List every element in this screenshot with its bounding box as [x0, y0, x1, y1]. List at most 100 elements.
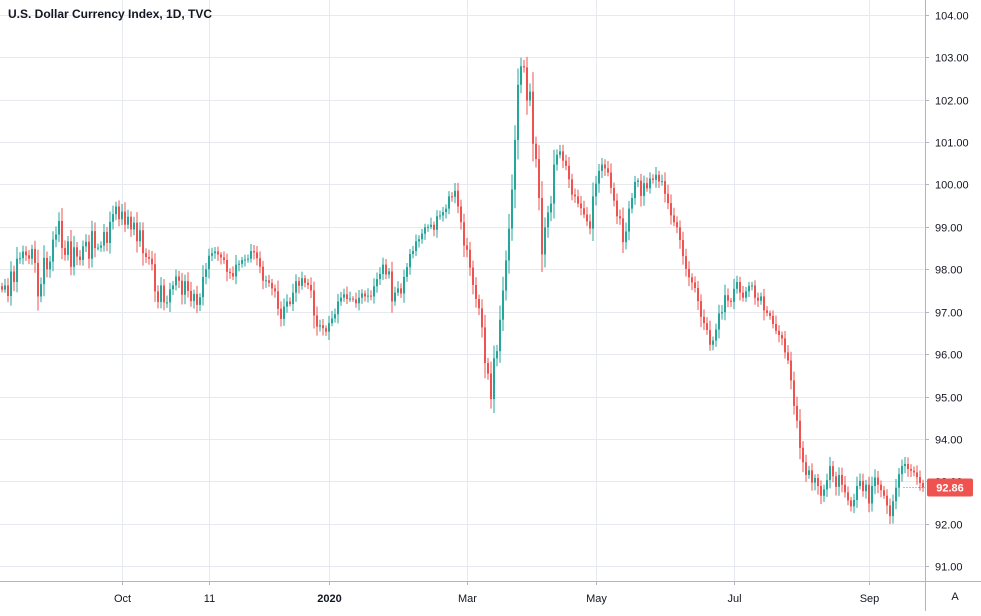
candle: [55, 226, 57, 248]
candle: [10, 261, 12, 306]
candle: [1, 282, 3, 293]
candle: [379, 267, 381, 285]
candle-body: [202, 276, 204, 298]
candle: [400, 283, 402, 298]
candle: [121, 204, 123, 226]
candle: [505, 250, 507, 301]
candle-body: [172, 285, 174, 290]
candle-body: [328, 323, 330, 332]
candle: [28, 250, 30, 265]
candle-body: [457, 190, 459, 207]
time-tick-label: 2020: [317, 593, 341, 605]
candle: [451, 192, 453, 202]
candle-body: [898, 474, 900, 488]
candle: [169, 282, 171, 312]
candle: [133, 216, 135, 236]
candle: [649, 172, 651, 194]
candle-body: [778, 330, 780, 336]
candle: [832, 460, 834, 483]
candle-body: [628, 208, 630, 232]
candle-body: [400, 288, 402, 294]
candle-body: [325, 328, 327, 332]
candle: [325, 325, 327, 336]
candle: [88, 234, 90, 269]
candle-body: [58, 220, 60, 235]
candle: [655, 166, 657, 188]
candle-body: [775, 324, 777, 331]
candle-body: [73, 247, 75, 267]
candle-body: [679, 227, 681, 241]
auto-scale-button-bg[interactable]: [944, 586, 966, 606]
candle-body: [667, 193, 669, 204]
candle: [856, 476, 858, 508]
candle-body: [751, 285, 753, 287]
candle: [100, 241, 102, 252]
candle: [52, 231, 54, 272]
candle-body: [691, 277, 693, 283]
candle: [250, 243, 252, 263]
candle: [124, 202, 126, 232]
time-axis[interactable]: Oct 11 2020 Mar May Jul Sep: [114, 581, 879, 605]
candle: [430, 217, 432, 230]
candle: [904, 456, 906, 474]
candle: [775, 315, 777, 335]
candle-body: [97, 247, 99, 249]
candle-body: [847, 492, 849, 501]
candle-body: [571, 179, 573, 195]
candle: [481, 299, 483, 338]
candle-body: [706, 323, 708, 330]
candle: [706, 317, 708, 335]
candle: [184, 274, 186, 305]
candle-body: [598, 170, 600, 184]
candle-body: [304, 278, 306, 283]
candle: [337, 293, 339, 324]
candle-body: [337, 301, 339, 315]
candle-body: [709, 329, 711, 345]
candle-body: [514, 139, 516, 190]
candle: [232, 266, 234, 280]
auto-scale-button[interactable]: A: [944, 586, 966, 606]
price-tick-label: 103.00: [935, 53, 969, 65]
candle-body: [649, 178, 651, 189]
candle-body: [217, 251, 219, 255]
candle-body: [790, 360, 792, 381]
candle: [241, 256, 243, 268]
candle-body: [247, 258, 249, 260]
candle: [463, 213, 465, 257]
candle-body: [421, 233, 423, 240]
candle-body: [313, 290, 315, 316]
candle: [589, 214, 591, 235]
candle-body: [841, 474, 843, 485]
candle-body: [415, 241, 417, 252]
candle-body: [589, 221, 591, 229]
price-axis[interactable]: 91.0092.0093.0094.0095.0096.0097.0098.00…: [925, 11, 969, 574]
candle-body: [295, 281, 297, 293]
candle: [349, 291, 351, 302]
candle-body: [382, 264, 384, 274]
candle-body: [13, 271, 15, 283]
candle-body: [622, 218, 624, 243]
candle: [508, 214, 510, 274]
candle-body: [883, 490, 885, 496]
candle: [310, 277, 312, 299]
candle: [295, 274, 297, 302]
candle-body: [4, 285, 6, 290]
candle: [556, 149, 558, 171]
candle-body: [832, 466, 834, 477]
candle-body: [112, 214, 114, 222]
candle: [841, 467, 843, 493]
candle-body: [694, 282, 696, 288]
candle: [331, 310, 333, 327]
candle-body: [907, 463, 909, 470]
auto-scale-button-label[interactable]: A: [951, 591, 959, 603]
candle-body: [583, 208, 585, 215]
candle-body: [34, 248, 36, 263]
candle-body: [292, 292, 294, 305]
candle: [535, 136, 537, 168]
candle: [58, 212, 60, 243]
candle-body: [229, 271, 231, 274]
candle-body: [286, 301, 288, 307]
candle-body: [619, 216, 621, 219]
